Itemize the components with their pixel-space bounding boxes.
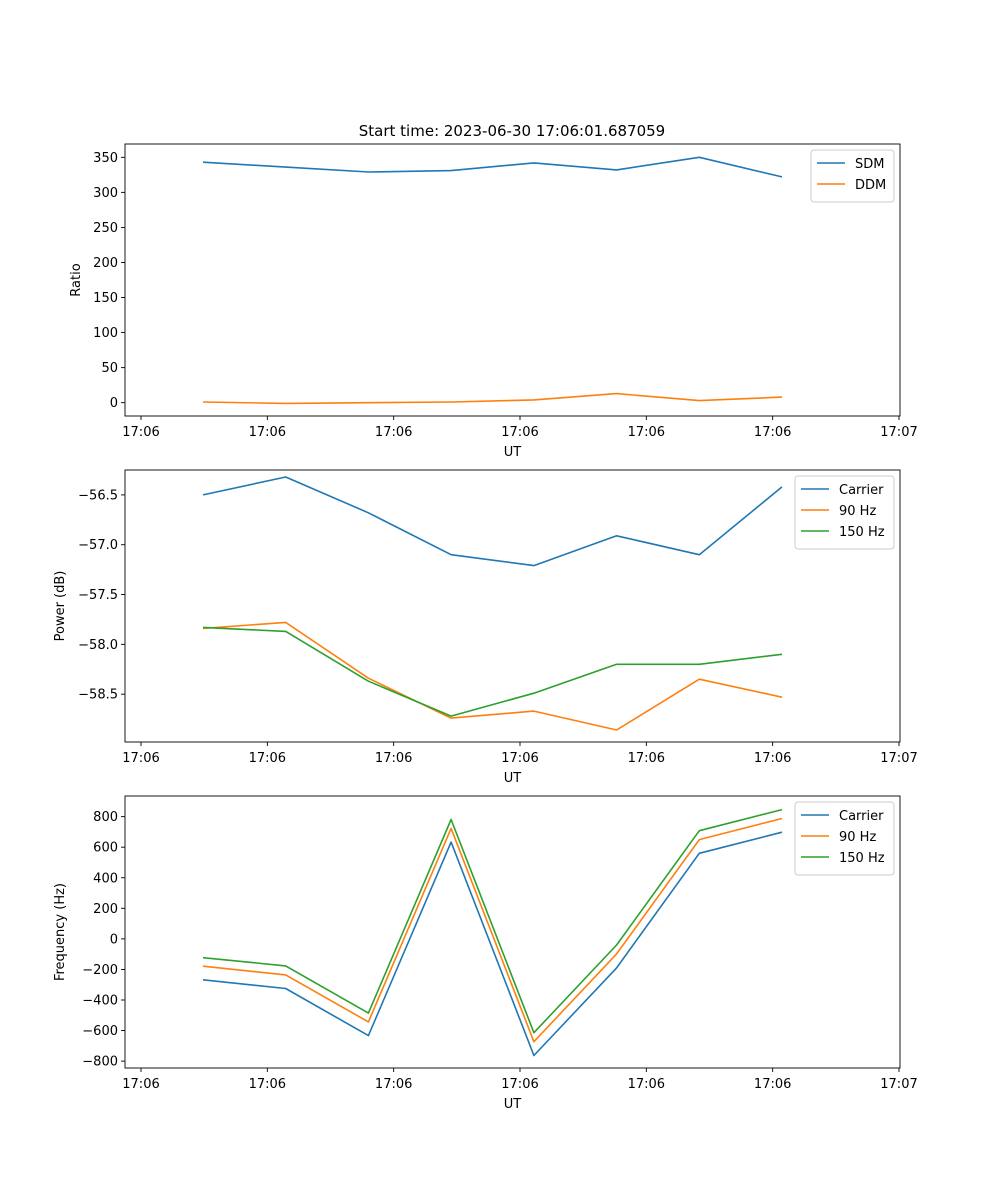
axes-frame (124, 795, 901, 1069)
x-tick-label: 17:06 (501, 751, 538, 766)
x-tick-label: 17:07 (880, 751, 917, 766)
series-line-carrier (202, 831, 783, 1057)
y-tick-label: −57.5 (78, 588, 118, 603)
y-tick-label: −800 (82, 1055, 118, 1070)
y-tick-label: 250 (93, 221, 118, 236)
y-tick-label: −400 (82, 994, 118, 1009)
y-tick-label: 200 (93, 902, 118, 917)
legend-label-ddm: DDM (855, 178, 886, 193)
subplot-2: 17:06 17:06 17:06 17:06 17:06 17:06 17:07 −58.5… (53, 469, 918, 786)
x-tick-label: 17:06 (754, 751, 791, 766)
y-tick-label: −58.0 (78, 638, 118, 653)
y-tick-label: −200 (82, 963, 118, 978)
y-tick-label: 50 (101, 361, 118, 376)
legend-label-150-hz: 150 Hz (839, 851, 885, 866)
legend-label-150-hz: 150 Hz (839, 525, 885, 540)
x-tick-label: 17:06 (249, 751, 286, 766)
y-axis-label: Frequency (Hz) (53, 883, 68, 981)
x-tick-label: 17:06 (249, 425, 286, 440)
y-tick-label: 0 (110, 396, 118, 411)
x-axis-label: UT (504, 1097, 522, 1112)
y-axis-label: Ratio (69, 263, 84, 296)
x-tick-label: 17:06 (754, 1077, 791, 1092)
x-tick-label: 17:06 (375, 751, 412, 766)
legend-label-carrier: Carrier (839, 483, 884, 498)
legend-label-90-hz: 90 Hz (839, 830, 876, 845)
y-tick-label: 0 (110, 932, 118, 947)
x-tick-label: 17:07 (880, 425, 917, 440)
x-tick-label: 17:06 (122, 1077, 159, 1092)
series-line-ddm (202, 392, 783, 405)
axes-frame (124, 143, 901, 417)
x-tick-label: 17:07 (880, 1077, 917, 1092)
y-tick-label: 400 (93, 871, 118, 886)
legend-label-90-hz: 90 Hz (839, 504, 876, 519)
x-tick-label: 17:06 (628, 1077, 665, 1092)
legend-label-sdm: SDM (855, 157, 884, 172)
subplots: 17:06 17:06 17:06 17:06 17:06 17:06 17:07 0 50 10… (53, 143, 918, 1112)
y-tick-label: 200 (93, 256, 118, 271)
figure-title: Start time: 2023-06-30 17:06:01.687059 (359, 122, 665, 140)
series-line-sdm (202, 156, 783, 178)
y-tick-label: 800 (93, 810, 118, 825)
axes-frame (124, 469, 901, 743)
series-line-90-hz (202, 817, 783, 1043)
x-tick-label: 17:06 (249, 1077, 286, 1092)
x-tick-label: 17:06 (628, 425, 665, 440)
x-tick-label: 17:06 (375, 1077, 412, 1092)
x-tick-label: 17:06 (122, 751, 159, 766)
x-tick-label: 17:06 (628, 751, 665, 766)
legend: SDM DDM (810, 149, 895, 203)
y-tick-label: −600 (82, 1024, 118, 1039)
legend: Carrier 90 Hz 150 Hz (794, 801, 895, 876)
y-tick-label: 100 (93, 326, 118, 341)
y-tick-label: 300 (93, 186, 118, 201)
series-line-90-hz (202, 621, 783, 731)
y-tick-label: 150 (93, 291, 118, 306)
series-line-150-hz (202, 808, 783, 1034)
x-tick-label: 17:06 (122, 425, 159, 440)
subplot-3: 17:06 17:06 17:06 17:06 17:06 17:06 17:07 −800 −… (53, 795, 918, 1112)
y-axis-label: Power (dB) (53, 571, 68, 642)
subplot-1: 17:06 17:06 17:06 17:06 17:06 17:06 17:07 0 50 10… (69, 143, 918, 460)
x-tick-label: 17:06 (501, 1077, 538, 1092)
x-axis-label: UT (504, 771, 522, 786)
x-axis-label: UT (504, 445, 522, 460)
x-tick-label: 17:06 (754, 425, 791, 440)
y-tick-label: −56.5 (78, 488, 118, 503)
y-tick-label: 600 (93, 841, 118, 856)
legend: Carrier 90 Hz 150 Hz (794, 475, 895, 550)
y-tick-label: 350 (93, 151, 118, 166)
series-line-carrier (202, 476, 783, 567)
x-tick-label: 17:06 (501, 425, 538, 440)
x-tick-label: 17:06 (375, 425, 412, 440)
y-tick-label: −58.5 (78, 688, 118, 703)
series-line-150-hz (202, 626, 783, 717)
y-tick-label: −57.0 (78, 538, 118, 553)
legend-label-carrier: Carrier (839, 809, 884, 824)
